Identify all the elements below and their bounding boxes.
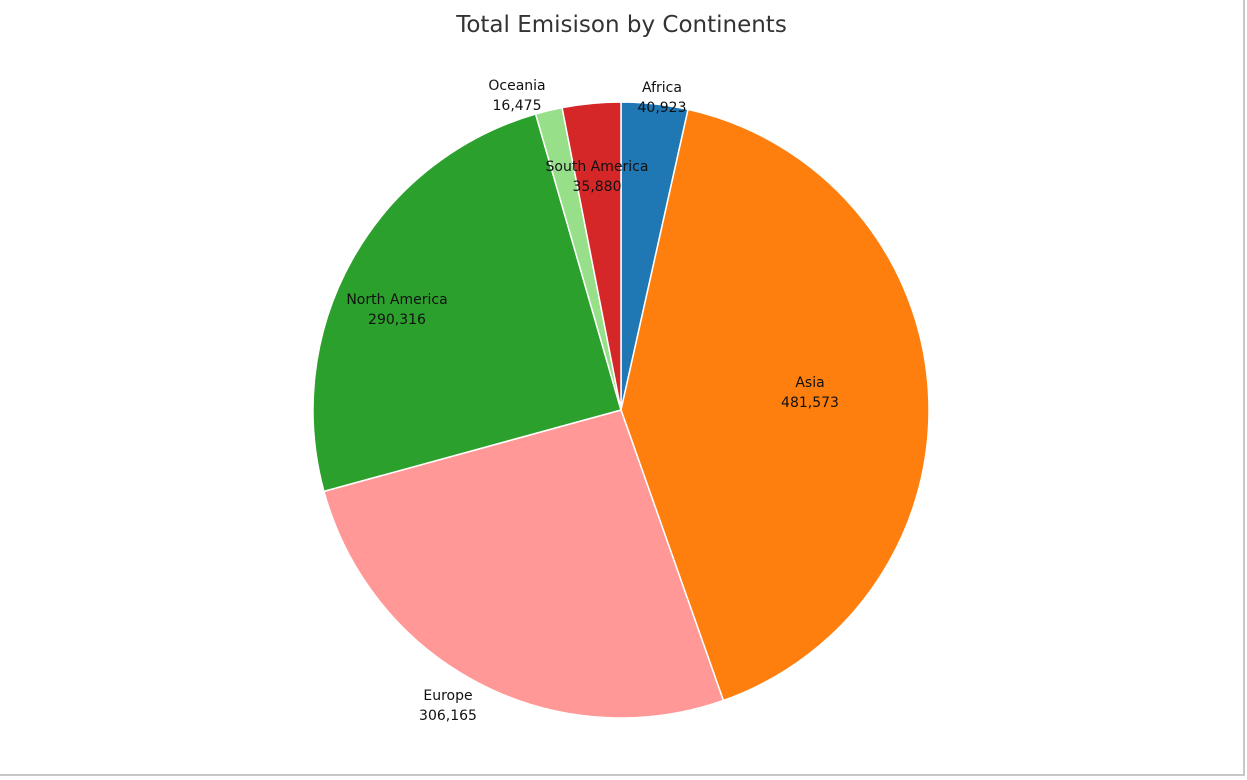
- slice-value-africa: 40,923: [638, 100, 687, 116]
- pie-slice-south-america[interactable]: [561, 101, 622, 411]
- slice-label-north-america: North America: [346, 292, 447, 308]
- slice-label-asia: Asia: [795, 375, 824, 391]
- slice-value-asia: 481,573: [781, 395, 839, 411]
- chart-title: Total Emisison by Continents: [456, 12, 787, 38]
- slice-label-south-america: South America: [546, 159, 649, 175]
- slice-value-south-america: 35,880: [573, 179, 622, 195]
- slice-value-oceania: 16,475: [493, 98, 542, 114]
- pie-slice-north-america[interactable]: [312, 113, 622, 493]
- pie-slice-europe[interactable]: [323, 409, 725, 719]
- slice-value-europe: 306,165: [419, 708, 477, 724]
- slice-label-africa: Africa: [642, 80, 682, 96]
- slice-label-oceania: Oceania: [488, 78, 545, 94]
- slice-label-europe: Europe: [423, 688, 472, 704]
- pie-slice-asia[interactable]: [620, 108, 930, 702]
- slice-value-north-america: 290,316: [368, 312, 426, 328]
